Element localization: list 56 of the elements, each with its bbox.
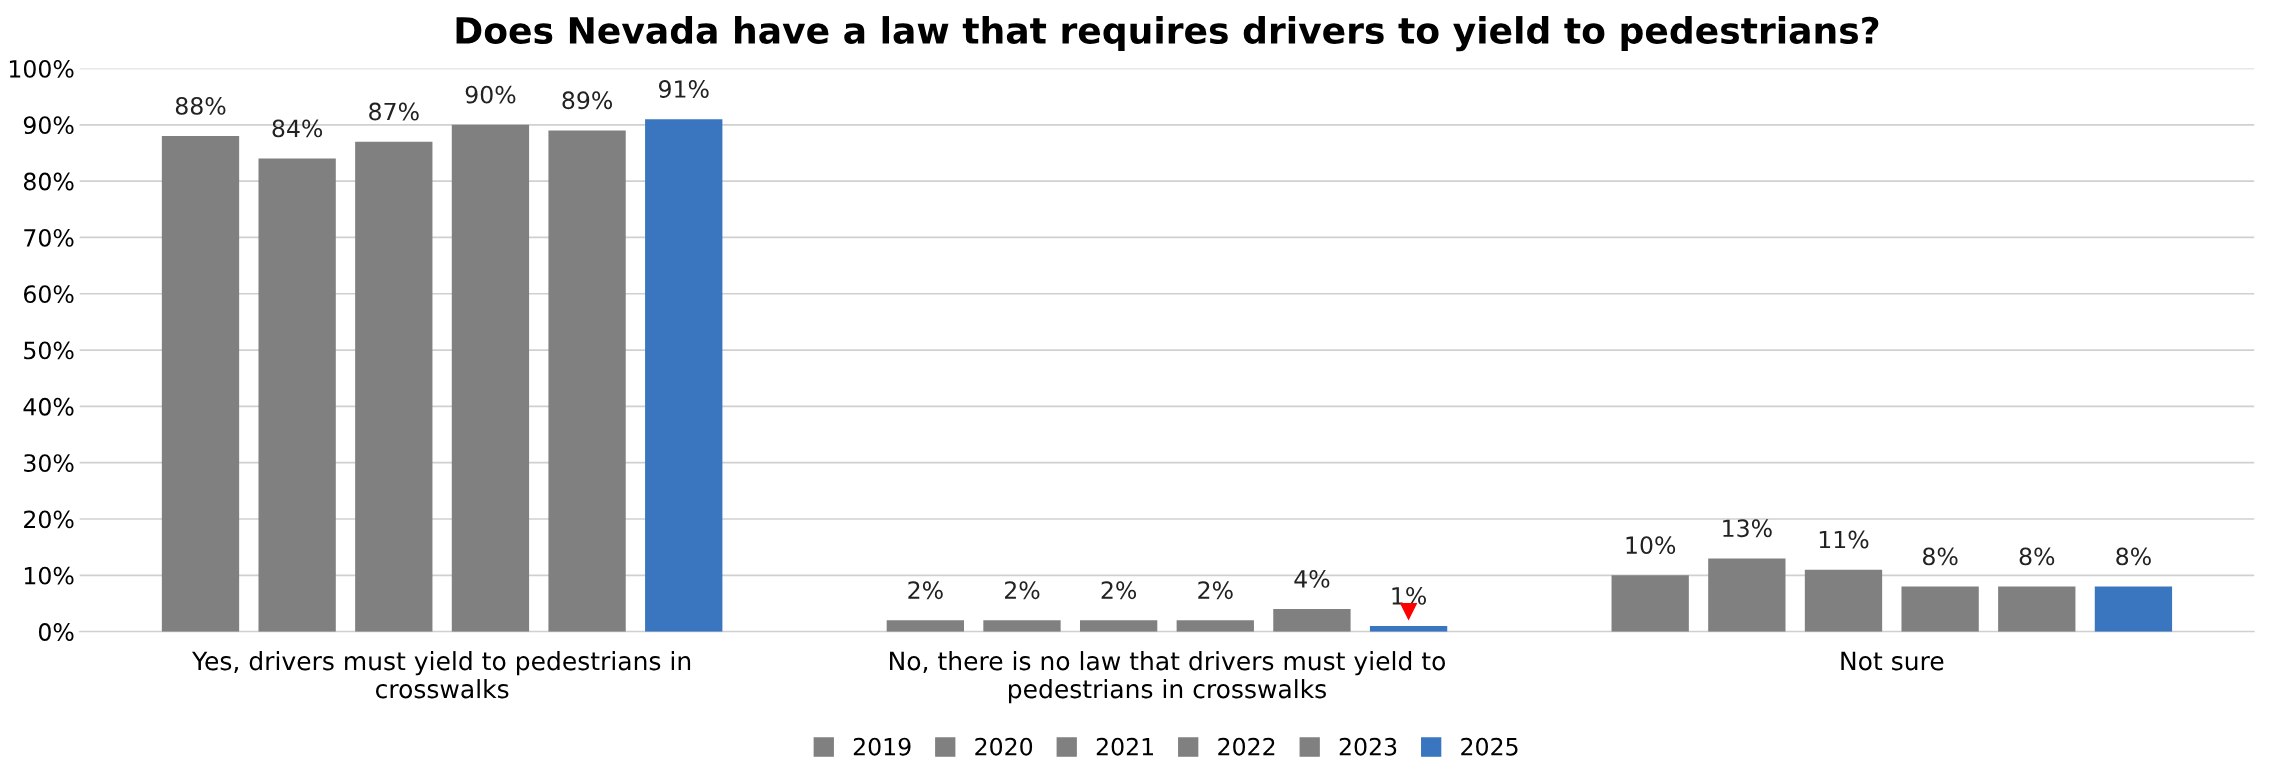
bar xyxy=(1804,569,1883,632)
bar xyxy=(645,119,723,632)
bar xyxy=(258,158,336,632)
bar xyxy=(1998,586,2076,632)
bar xyxy=(983,620,1061,632)
y-tick-label: 20% xyxy=(24,510,74,529)
text: 2% xyxy=(1005,581,1040,600)
bar xyxy=(548,130,626,632)
y-tick-label: 30% xyxy=(24,454,74,472)
text: 90% xyxy=(465,85,516,104)
legend-label: 2022 xyxy=(1218,737,1275,756)
legend-label: 2019 xyxy=(853,737,911,756)
bar xyxy=(1708,558,1786,632)
text: 13% xyxy=(1723,519,1772,538)
bar xyxy=(886,620,965,632)
x-tick-label: Not sure xyxy=(1841,651,1944,671)
text: 89% xyxy=(562,91,613,110)
y-tick-label: 100% xyxy=(9,59,74,78)
text: 11% xyxy=(1819,530,1869,549)
x-tick-label: Yes, drivers must yield to pedestrians in crosswalks xyxy=(191,651,691,699)
text: 10% xyxy=(1626,536,1676,555)
text: 2% xyxy=(1101,581,1137,600)
text: 2% xyxy=(908,581,943,600)
legend-label: 2023 xyxy=(1339,737,1397,756)
bar xyxy=(1079,620,1158,632)
text: 91% xyxy=(658,80,709,98)
text: 84% xyxy=(272,119,323,138)
y-tick-label: 90% xyxy=(23,116,74,135)
legend-label: 2021 xyxy=(1096,737,1153,756)
y-tick-label: 60% xyxy=(24,285,74,304)
y-tick-label: 70% xyxy=(24,228,74,247)
text: 8% xyxy=(1923,547,1958,566)
text: 8% xyxy=(2116,547,2151,566)
y-tick-label: 0% xyxy=(38,623,74,641)
bar xyxy=(355,141,433,632)
bar xyxy=(451,124,530,632)
bar xyxy=(1273,609,1351,632)
text: 2% xyxy=(1198,581,1233,600)
chart-title: Does Nevada have a law that requires drivers to yield to pedestrians? xyxy=(456,16,1879,52)
y-tick-label: 80% xyxy=(23,172,74,191)
bar xyxy=(1611,575,1689,632)
bar xyxy=(1901,586,1979,632)
text: 1% xyxy=(1392,586,1426,605)
y-tick-label: 40% xyxy=(23,397,74,416)
legend-label: 2025 xyxy=(1461,737,1518,756)
bar xyxy=(1176,620,1254,632)
y-tick-label: 10% xyxy=(24,566,74,585)
bar xyxy=(161,136,240,632)
x-tick-label: No, there is no law that drivers must yield to pedestrians in crosswalks xyxy=(890,651,1446,704)
y-tick-label: 50% xyxy=(24,341,74,360)
legend-label: 2020 xyxy=(975,737,1033,756)
text: 4% xyxy=(1294,570,1330,588)
bar xyxy=(2094,586,2173,632)
text: 88% xyxy=(175,96,226,115)
text: 8% xyxy=(2019,547,2055,566)
text: 87% xyxy=(369,102,419,121)
